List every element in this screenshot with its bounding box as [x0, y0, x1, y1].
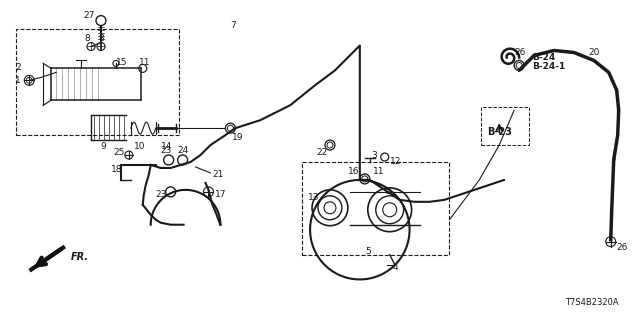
Text: 27: 27: [83, 11, 95, 20]
Text: 22: 22: [316, 148, 327, 156]
Text: 18: 18: [111, 165, 122, 174]
Text: 3: 3: [372, 150, 378, 160]
Text: 1: 1: [15, 76, 21, 85]
Text: 25: 25: [113, 148, 124, 156]
Text: 23: 23: [161, 146, 172, 155]
Text: 23: 23: [156, 190, 167, 199]
Text: 7: 7: [230, 21, 236, 30]
Bar: [481, 107, 529, 145]
Text: 11: 11: [372, 167, 384, 176]
Bar: [302, 162, 449, 255]
Text: B-23: B-23: [487, 127, 512, 137]
Text: 8: 8: [84, 34, 90, 43]
Text: 4: 4: [393, 263, 398, 272]
Text: 21: 21: [212, 171, 224, 180]
Text: 6: 6: [385, 188, 390, 196]
Text: 12: 12: [390, 157, 401, 166]
Text: 26: 26: [617, 243, 628, 252]
Text: 13: 13: [308, 193, 319, 202]
Text: B-24: B-24: [532, 53, 556, 62]
Bar: [17, 28, 179, 135]
Text: 20: 20: [589, 48, 600, 57]
Text: 8: 8: [98, 34, 104, 43]
Text: 24: 24: [178, 146, 189, 155]
Text: 19: 19: [232, 132, 244, 141]
Text: 10: 10: [134, 141, 145, 151]
Text: 11: 11: [139, 58, 150, 67]
Text: FR.: FR.: [71, 252, 89, 261]
Text: B-24-1: B-24-1: [532, 62, 565, 71]
Text: 16: 16: [348, 167, 360, 176]
Text: T7S4B2320A: T7S4B2320A: [565, 298, 619, 307]
Text: 9: 9: [100, 141, 106, 151]
Text: 15: 15: [116, 58, 127, 67]
Text: 26: 26: [514, 48, 525, 57]
Text: 17: 17: [214, 190, 226, 199]
Text: 2: 2: [15, 63, 21, 72]
Text: 5: 5: [365, 247, 371, 256]
Text: 14: 14: [161, 141, 172, 151]
